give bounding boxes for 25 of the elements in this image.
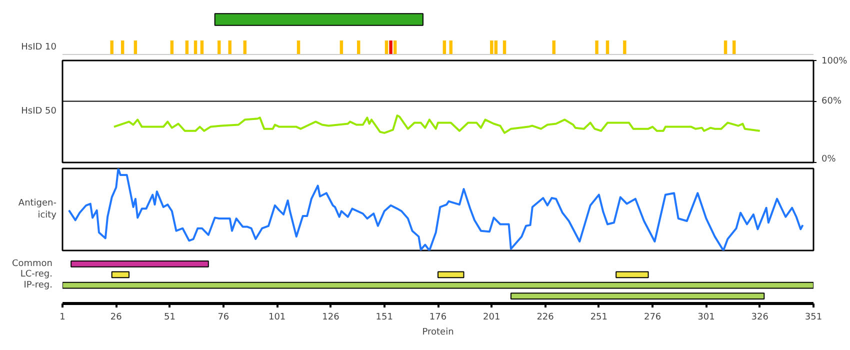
y-tick-label: Common bbox=[12, 258, 53, 269]
x-tick-label: 51 bbox=[164, 312, 176, 322]
y-tick-label: 60% bbox=[822, 96, 842, 106]
y-axis-title: HsID 10 bbox=[21, 42, 57, 52]
x-tick-label: 151 bbox=[376, 312, 393, 322]
x-tick-label: 76 bbox=[218, 312, 230, 322]
y-tick-label: 100% bbox=[822, 56, 848, 66]
x-tick-label: 226 bbox=[536, 312, 554, 322]
y-tick-label: LC-reg. bbox=[20, 270, 53, 280]
x-tick-label: 251 bbox=[590, 312, 608, 322]
x-axis-title: Protein bbox=[422, 328, 454, 338]
x-tick-label: 101 bbox=[268, 312, 286, 322]
x-tick-label: 1 bbox=[60, 312, 66, 322]
x-tick-label: 326 bbox=[751, 312, 769, 322]
y-tick-label: IP-reg. bbox=[24, 280, 53, 290]
x-tick-label: 176 bbox=[429, 312, 447, 322]
y-tick-label: 0% bbox=[822, 154, 836, 164]
x-tick-label: 276 bbox=[644, 312, 662, 322]
y-axis-title: HsID 50 bbox=[21, 106, 57, 116]
x-tick-label: 201 bbox=[483, 312, 500, 322]
x-tick-label: 26 bbox=[110, 312, 122, 322]
x-tick-label: 126 bbox=[322, 312, 340, 322]
y-axis-title: Antigen- icity bbox=[18, 198, 58, 220]
x-tick-label: 351 bbox=[804, 312, 822, 322]
x-tick-label: 301 bbox=[698, 312, 715, 322]
